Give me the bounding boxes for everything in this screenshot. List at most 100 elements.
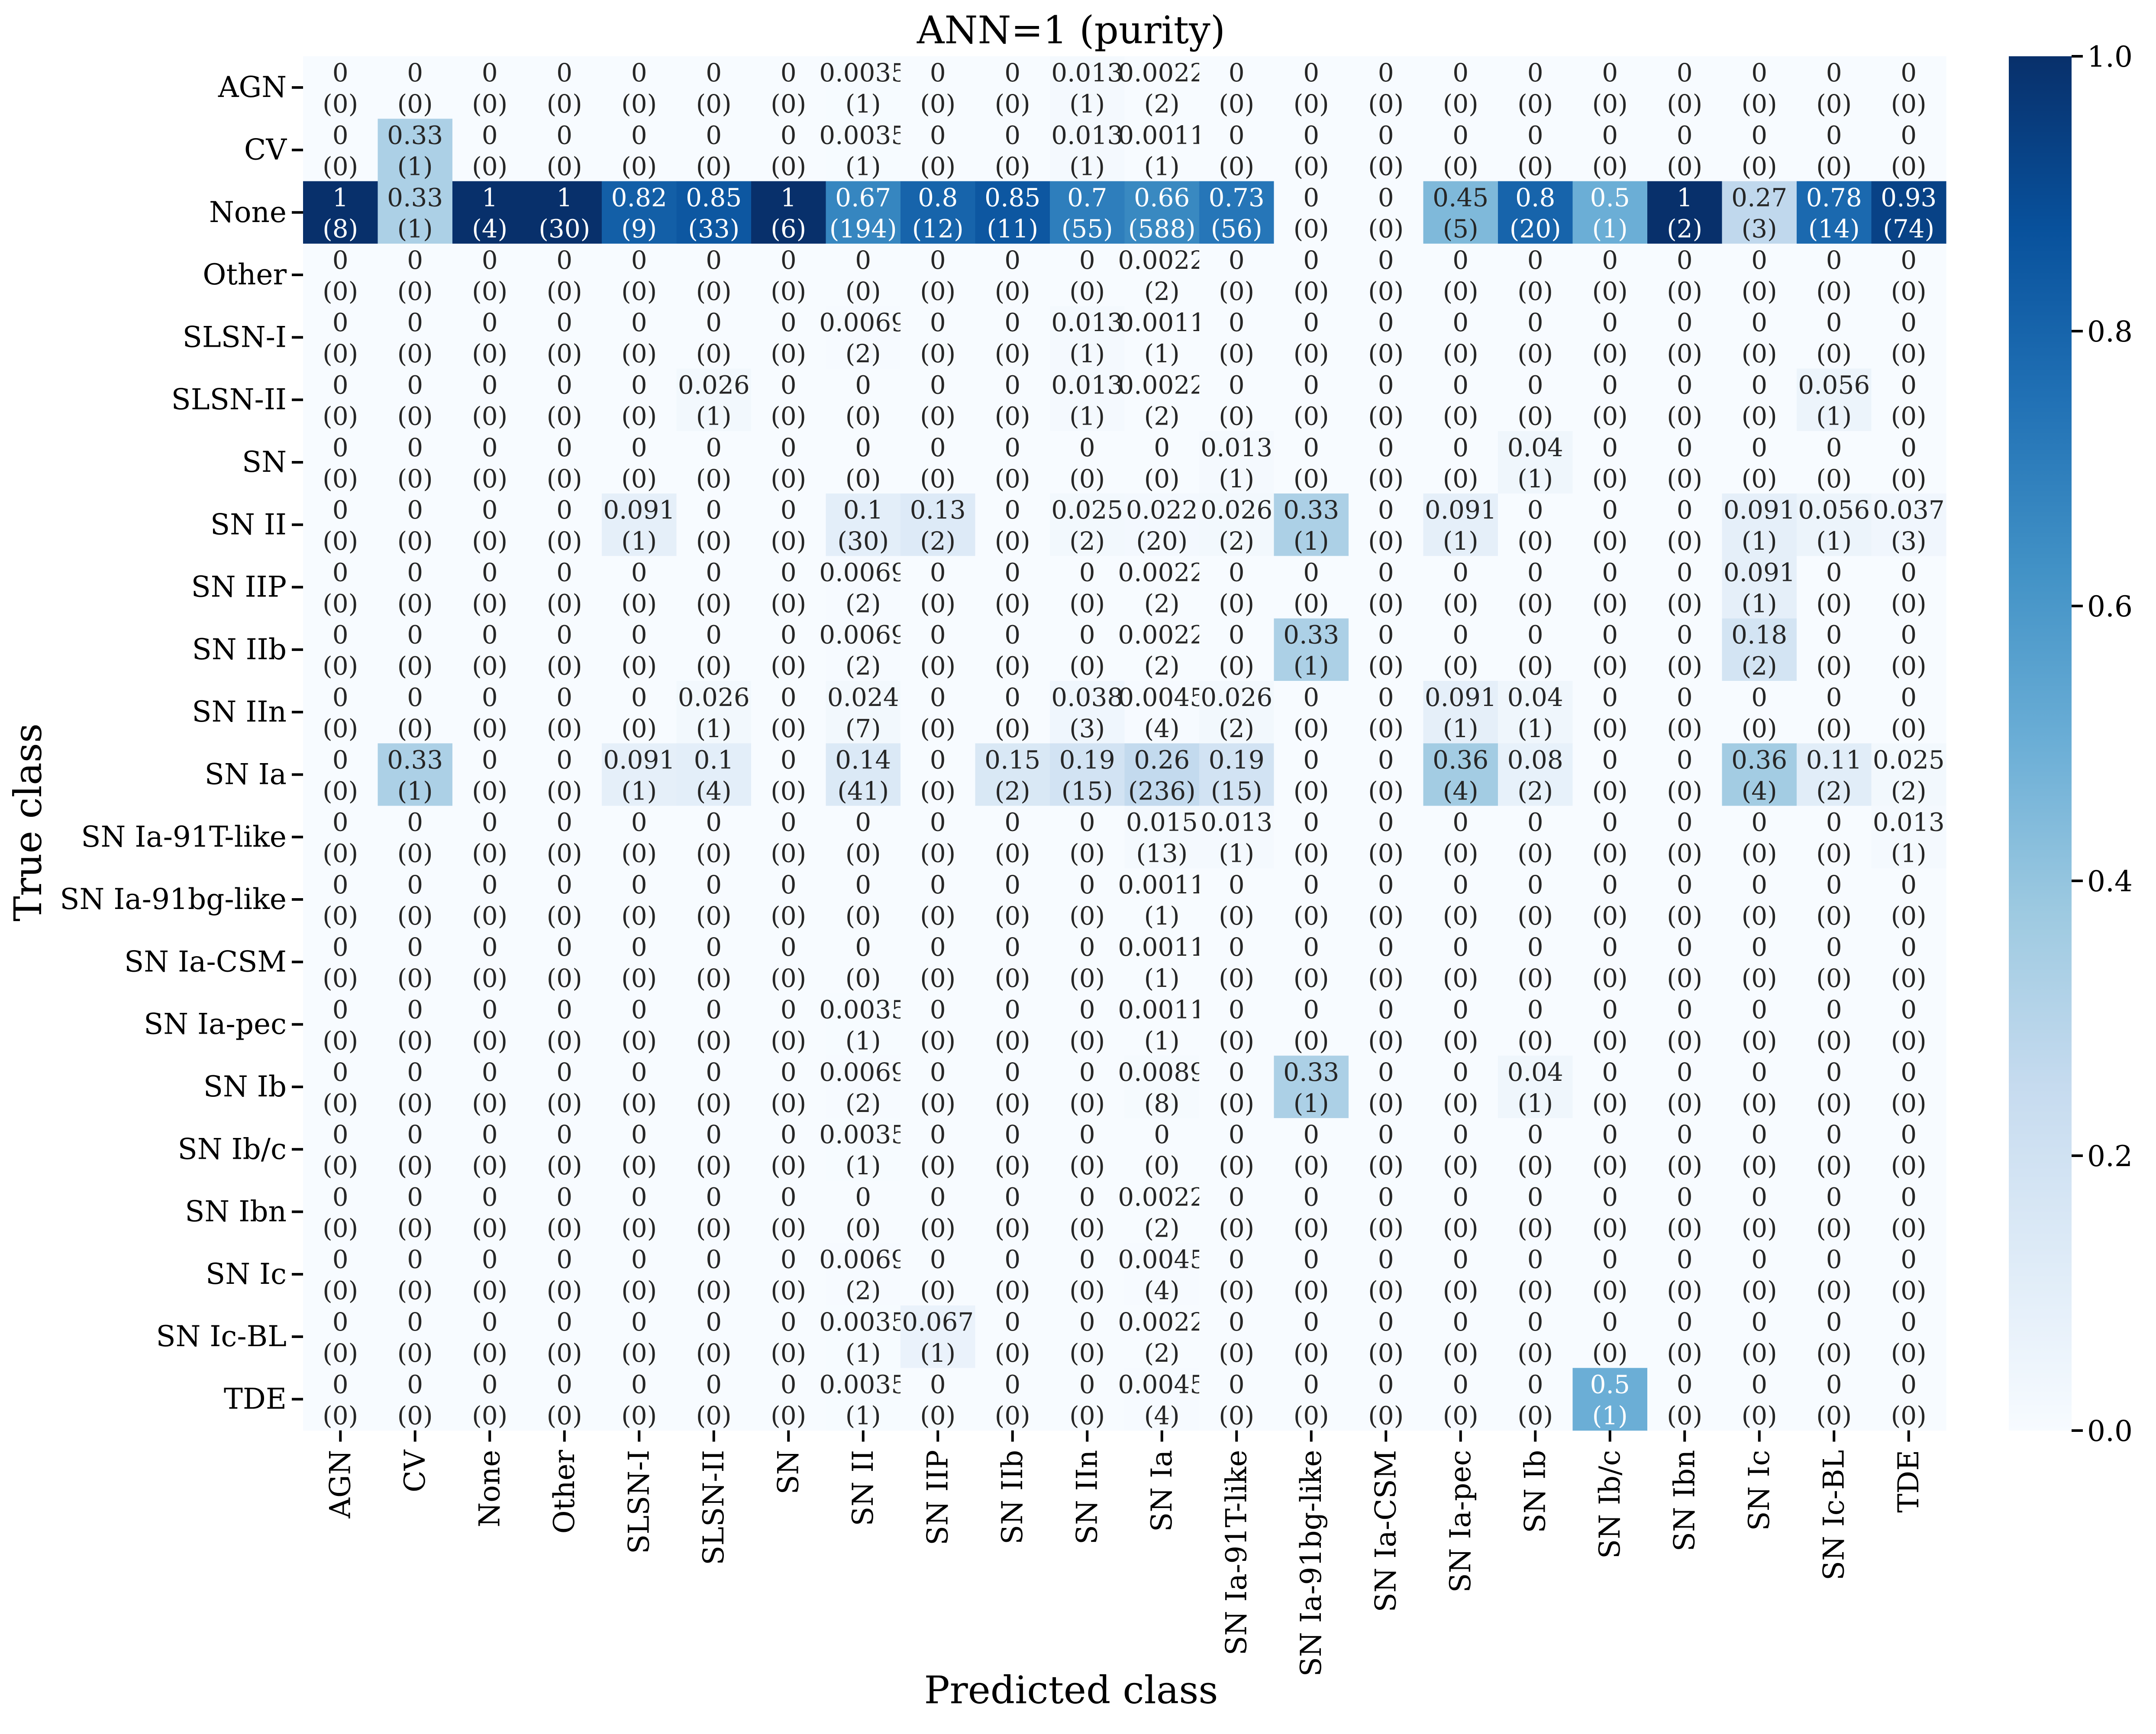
- heatmap-cell: [676, 1055, 752, 1118]
- cell-value-label: 0: [1079, 1245, 1095, 1274]
- cell-count-label: (2): [846, 1089, 881, 1118]
- heatmap-cell: [1423, 493, 1498, 556]
- cell-value-label: 0: [1378, 745, 1394, 774]
- cell-count-label: (0): [1443, 277, 1478, 306]
- cell-count-label: (0): [771, 339, 806, 368]
- cell-count-label: (0): [1069, 651, 1105, 681]
- cell-count-label: (194): [829, 214, 897, 244]
- heatmap-cell: [1349, 556, 1424, 619]
- cell-value-label: 0: [930, 932, 946, 962]
- cell-count-label: (0): [1742, 1151, 1777, 1180]
- cell-count-label: (0): [621, 964, 657, 993]
- heatmap-cell: [826, 431, 901, 494]
- y-tick-label: Other: [203, 258, 287, 291]
- heatmap-cell: [303, 1305, 378, 1368]
- cell-value-label: 0: [556, 58, 572, 87]
- heatmap-cell: [1423, 1305, 1498, 1368]
- heatmap-cell: [826, 993, 901, 1056]
- heatmap-cell: [602, 806, 677, 869]
- cell-value-label: 0: [1004, 808, 1020, 837]
- heatmap-cell: [1797, 243, 1872, 306]
- cell-value-label: 0.18: [1731, 620, 1787, 650]
- y-tick-label: SN IIn: [192, 695, 287, 728]
- heatmap-cell: [826, 243, 901, 306]
- cell-value-label: 0: [1378, 120, 1394, 150]
- cell-value-label: 0: [482, 745, 498, 774]
- heatmap-cell: [676, 243, 752, 306]
- cell-count-label: (0): [1219, 1089, 1254, 1118]
- cell-count-label: (2): [1144, 89, 1180, 119]
- cell-count-label: (2): [846, 1276, 881, 1305]
- cell-count-label: (0): [1667, 1213, 1702, 1243]
- cell-value-label: 0: [556, 620, 572, 650]
- cell-value-label: 0.33: [1283, 1057, 1339, 1087]
- cell-count-label: (0): [621, 89, 657, 119]
- cell-count-label: (1): [846, 151, 881, 181]
- heatmap-cell: [900, 1180, 976, 1244]
- cell-value-label: 0: [1527, 995, 1543, 1025]
- cell-count-label: (0): [1368, 339, 1404, 368]
- cell-count-label: (3): [1069, 714, 1105, 743]
- heatmap-cell: [676, 119, 752, 182]
- cell-value-label: 0: [855, 932, 871, 962]
- heatmap-cell: [1274, 1305, 1349, 1368]
- cell-count-label: (3): [1891, 526, 1927, 556]
- heatmap-cell: [826, 1368, 901, 1431]
- cell-count-label: (0): [472, 1276, 507, 1305]
- cell-count-label: (0): [397, 1276, 433, 1305]
- cell-count-label: (0): [397, 277, 433, 306]
- cell-value-label: 0: [781, 558, 797, 587]
- cell-value-label: 0: [1378, 495, 1394, 525]
- cell-count-label: (0): [1667, 776, 1702, 806]
- cell-value-label: 0: [631, 1245, 647, 1274]
- cell-value-label: 0: [781, 433, 797, 462]
- x-tick-label: SN: [771, 1450, 805, 1495]
- cell-value-label: 0: [1677, 932, 1693, 962]
- heatmap-cell: [1124, 119, 1200, 182]
- heatmap-cell: [676, 56, 752, 119]
- cell-count-label: (0): [1891, 151, 1927, 181]
- cell-value-label: 0: [332, 683, 349, 712]
- heatmap-cell: [1199, 119, 1275, 182]
- cell-count-label: (0): [472, 151, 507, 181]
- heatmap-cell: [1274, 493, 1349, 556]
- heatmap-cell: [900, 493, 976, 556]
- cell-count-label: (0): [1069, 964, 1105, 993]
- heatmap-cell: [1050, 181, 1125, 244]
- cell-count-label: (0): [1667, 964, 1702, 993]
- cell-value-label: 0: [1677, 620, 1693, 650]
- cell-count-label: (0): [547, 839, 582, 868]
- cell-count-label: (0): [1517, 277, 1553, 306]
- heatmap-cell: [378, 56, 453, 119]
- heatmap-cell: [975, 368, 1050, 432]
- heatmap-cell: [975, 1305, 1050, 1368]
- heatmap-cell: [1124, 306, 1200, 369]
- cell-value-label: 0: [706, 308, 722, 337]
- heatmap-cell: [303, 806, 378, 869]
- cell-value-label: 0: [1901, 1370, 1917, 1399]
- cell-count-label: (0): [547, 277, 582, 306]
- cell-value-label: 0.037: [1873, 495, 1945, 525]
- cell-count-label: (0): [1517, 1338, 1553, 1368]
- cell-value-label: 0: [1901, 932, 1917, 962]
- cell-count-label: (0): [696, 901, 732, 931]
- heatmap-cell: [1797, 743, 1872, 806]
- cell-value-label: 0: [556, 1120, 572, 1149]
- x-tick-label: SN Ia-pec: [1444, 1450, 1477, 1593]
- cell-value-label: 0: [556, 558, 572, 587]
- heatmap-cell: [1124, 493, 1200, 556]
- cell-count-label: (0): [621, 1276, 657, 1305]
- heatmap-cell: [1647, 1055, 1723, 1118]
- cell-value-label: 0: [1004, 433, 1020, 462]
- cell-count-label: (0): [846, 964, 881, 993]
- cell-value-label: 0: [407, 245, 423, 275]
- cell-count-label: (0): [621, 651, 657, 681]
- cell-value-label: 1: [332, 183, 349, 213]
- heatmap-cell: [975, 181, 1050, 244]
- cell-count-label: (0): [1517, 89, 1553, 119]
- cell-count-label: (0): [1816, 839, 1852, 868]
- cell-count-label: (0): [1592, 526, 1628, 556]
- heatmap-cell: [1572, 493, 1648, 556]
- cell-count-label: (0): [621, 901, 657, 931]
- cell-count-label: (0): [1891, 464, 1927, 493]
